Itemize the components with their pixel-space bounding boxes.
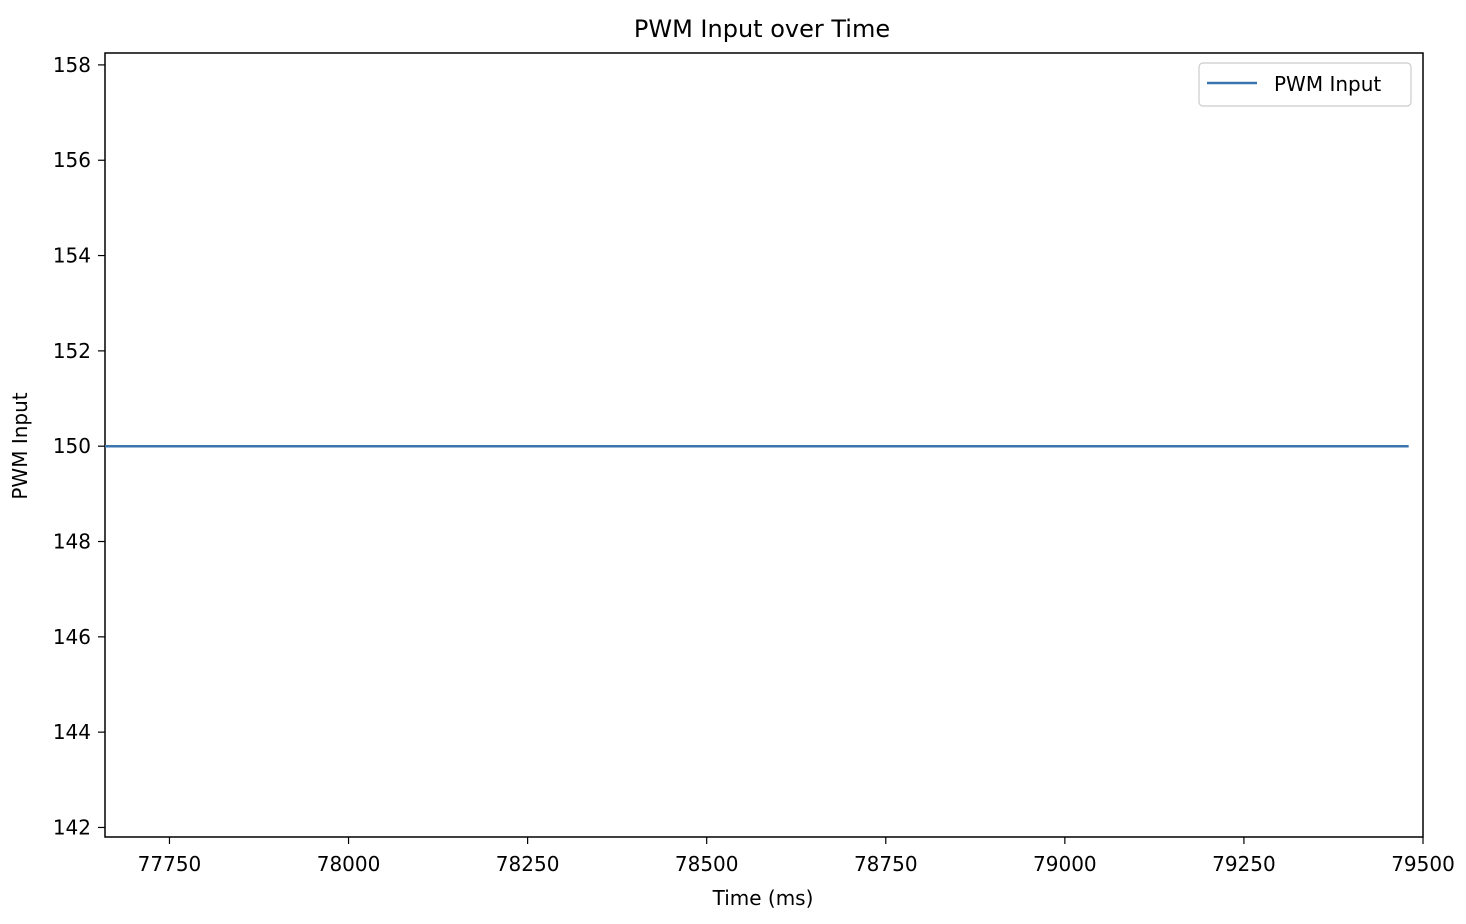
y-tick-label: 146 — [53, 625, 91, 649]
x-tick-label: 78750 — [854, 852, 918, 876]
x-tick-label: 78000 — [317, 852, 381, 876]
y-axis-label: PWM Input — [8, 392, 32, 499]
y-tick-label: 152 — [53, 339, 91, 363]
x-tick-label: 77750 — [138, 852, 202, 876]
x-tick-label: 79000 — [1033, 852, 1097, 876]
y-tick-label: 148 — [53, 530, 91, 554]
y-axis: 142 144 146 148 150 152 154 156 158 — [53, 53, 105, 839]
x-tick-label: 78250 — [496, 852, 560, 876]
legend-box — [1198, 62, 1412, 107]
legend-label: PWM Input — [1274, 72, 1381, 96]
y-tick-label: 144 — [53, 720, 91, 744]
y-tick-label: 154 — [53, 244, 91, 268]
x-tick-label: 79500 — [1391, 852, 1455, 876]
x-tick-label: 79250 — [1212, 852, 1276, 876]
y-tick-label: 142 — [53, 815, 91, 839]
x-axis: 77750 78000 78250 78500 78750 79000 79250 79500 — [138, 837, 1455, 876]
y-tick-label: 150 — [53, 434, 91, 458]
x-axis-label: Time (ms) — [712, 886, 814, 910]
x-tick-label: 78500 — [675, 852, 739, 876]
y-tick-label: 156 — [53, 148, 91, 172]
y-tick-label: 158 — [53, 53, 91, 77]
chart-title: PWM Input over Time — [634, 15, 890, 43]
legend: PWM Input — [1198, 62, 1412, 107]
